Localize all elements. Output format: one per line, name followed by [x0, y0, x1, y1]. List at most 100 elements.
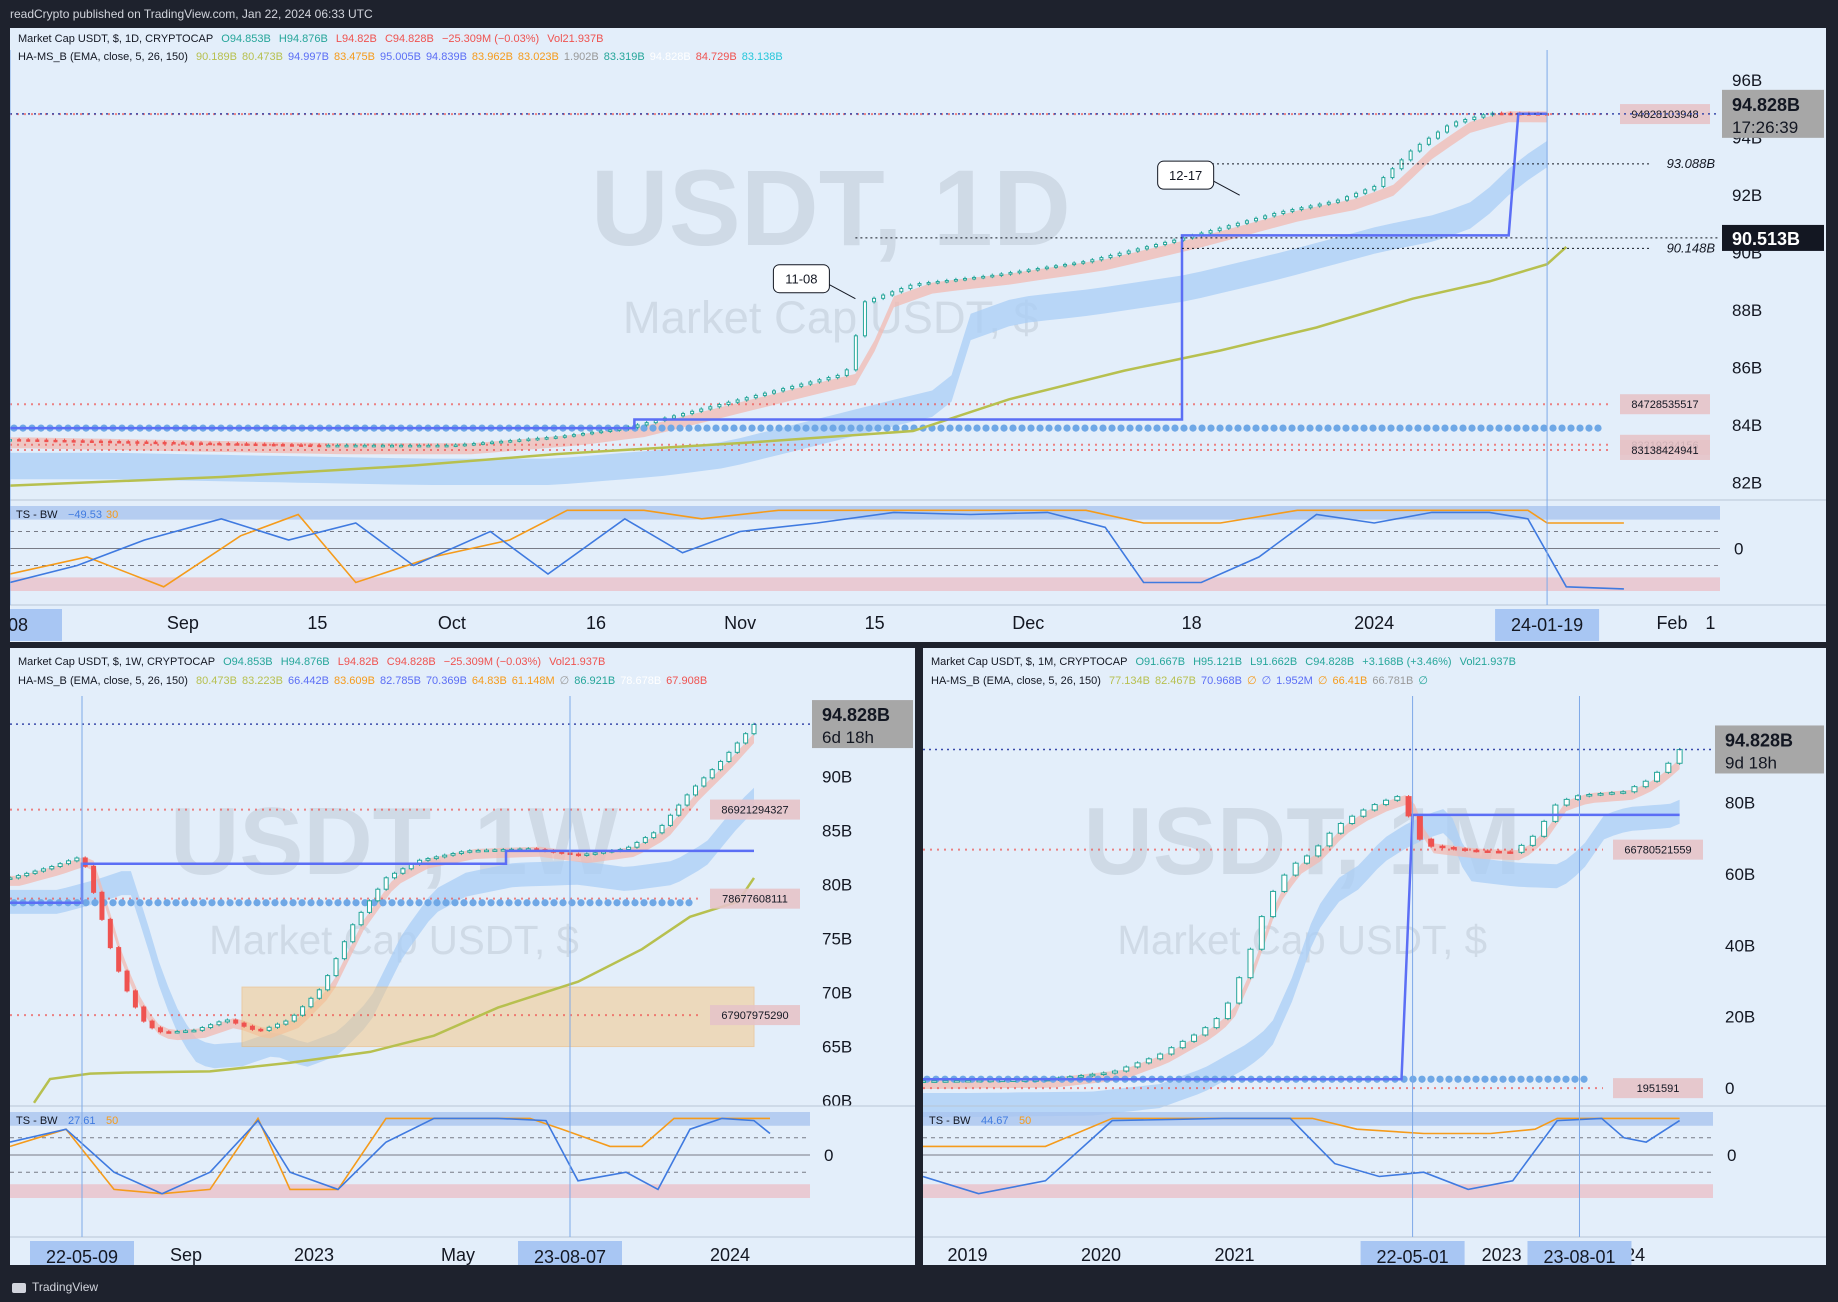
candle-body: [1145, 1058, 1152, 1064]
candle-body: [1390, 168, 1395, 179]
indicator-value: ∅: [1246, 675, 1257, 687]
bead-dot: [604, 899, 612, 907]
daily-indicator-values: 90.189B 80.473B 94.997B 83.475B 95.005B 94.83…: [196, 51, 788, 63]
candle-body: [743, 733, 749, 744]
indicator-value: 95.005B: [379, 51, 421, 63]
candle-body: [1224, 1002, 1231, 1020]
bead-dot: [1387, 424, 1395, 432]
bead-dot: [1544, 1075, 1552, 1083]
candle-body: [258, 1028, 264, 1032]
x-tick-label: 15: [307, 613, 327, 633]
candle-body: [1078, 1075, 1085, 1078]
right-tag-text: 78677608111: [722, 894, 788, 906]
bead-dot: [667, 424, 675, 432]
candle-body: [316, 989, 322, 999]
daily-chart-panel[interactable]: USDT, 1D Market Cap USDT, $96B 94B 92B 90B 88…: [10, 28, 1826, 642]
indicator-value: 1.952M: [1276, 675, 1313, 687]
bead-dot: [217, 899, 225, 907]
candle-body: [241, 1022, 247, 1027]
candle-body: [15, 875, 21, 879]
candle-body: [35, 439, 40, 442]
bead-dot: [955, 424, 963, 432]
bead-dot: [1000, 424, 1008, 432]
candle-body: [1179, 1040, 1186, 1049]
candle-body: [626, 846, 632, 850]
bead-dot: [676, 899, 684, 907]
x-tick-label: 16: [586, 613, 606, 633]
candle-body: [872, 297, 877, 303]
candle-body: [341, 941, 347, 960]
crosshair-badge-bg: [1722, 224, 1824, 251]
candle-body: [166, 1031, 172, 1034]
osc-blue-line: [10, 511, 1624, 590]
candle-body: [635, 424, 640, 428]
bead-dot: [316, 899, 324, 907]
y-tick-label: 0: [1725, 1079, 1734, 1098]
right-tag-bg: [1613, 839, 1703, 860]
y-tick-label: 92B: [1732, 186, 1762, 205]
bead-dot: [1553, 1075, 1561, 1083]
monthly-change: +3.168B (+3.46%): [1362, 656, 1452, 668]
candle-body: [1202, 1027, 1209, 1036]
candle-body: [726, 401, 731, 406]
indicator-value: 67.908B: [666, 675, 708, 687]
candle-body: [699, 408, 704, 412]
bead-dot: [1045, 424, 1053, 432]
candle-body: [608, 429, 613, 432]
bead-dot: [1216, 424, 1224, 432]
bead-dot: [1562, 1075, 1570, 1083]
bead-dot: [622, 899, 630, 907]
bead-dot: [163, 899, 171, 907]
bead-dot: [478, 899, 486, 907]
candle-body: [132, 990, 138, 1008]
indicator-value: ∅: [1418, 675, 1428, 687]
bead-dot: [1234, 424, 1242, 432]
candle-body: [208, 1024, 214, 1029]
candle-body: [433, 856, 439, 860]
bead-dot: [982, 424, 990, 432]
candle-body: [480, 442, 485, 445]
bead-dot: [433, 899, 441, 907]
bead-dot: [595, 899, 603, 907]
daily-indicator-header: HA-MS_B (EMA, close, 5, 26, 150) 90.189B…: [18, 51, 793, 63]
bead-dot: [1342, 424, 1350, 432]
candle-body: [462, 443, 467, 447]
candle-body: [965, 1079, 972, 1083]
candle-body: [353, 444, 358, 448]
candle-body: [199, 1027, 205, 1031]
candle-body: [753, 394, 758, 399]
candle-body: [117, 440, 122, 444]
x-tick-label: 2020: [1081, 1245, 1121, 1265]
bead-dot: [1490, 1075, 1498, 1083]
candle-body: [49, 865, 55, 870]
right-tag-bg: [1620, 394, 1710, 415]
candle-body: [291, 1014, 297, 1022]
candle-body: [1450, 847, 1457, 850]
bead-dot: [874, 424, 882, 432]
x-tick-label: Oct: [438, 613, 466, 633]
candle-body: [326, 444, 331, 448]
x-tick-label: 2024: [1354, 613, 1394, 633]
candle-body: [107, 918, 113, 949]
bead-dot: [1459, 424, 1467, 432]
y-tick-label: 40B: [1725, 936, 1755, 955]
daily-volume: Vol21.937B: [547, 33, 604, 45]
candle-body: [799, 383, 804, 387]
candle-body: [590, 431, 595, 435]
candle-body: [62, 439, 67, 443]
candle-body: [1157, 1053, 1164, 1060]
candle-body: [667, 814, 673, 826]
candle-body: [1360, 809, 1367, 817]
bead-dot: [1162, 424, 1170, 432]
candle-body: [1541, 820, 1548, 837]
bead-dot: [1414, 424, 1422, 432]
monthly-symbol-line: Market Cap USDT, $, 1M, CRYPTOCAP: [931, 656, 1128, 668]
candle-body: [1126, 250, 1131, 254]
weekly-chart-panel[interactable]: USDT, 1W Market Cap USDT, $90B 85B 80B 75B 70…: [10, 648, 915, 1265]
right-tag-bg: [710, 1005, 800, 1026]
candle-body: [44, 439, 49, 443]
